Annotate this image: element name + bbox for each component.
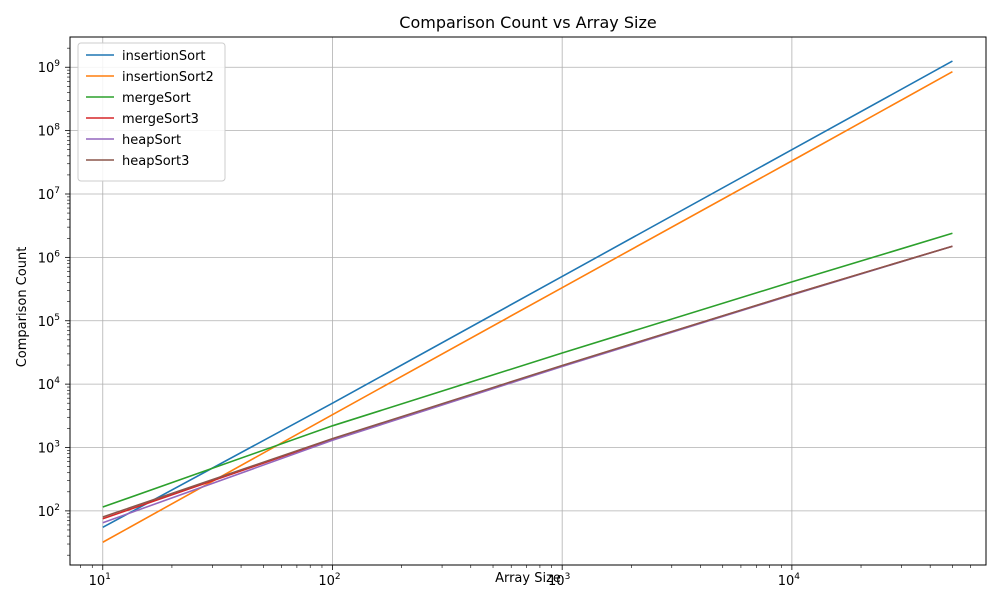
y-tick-label: 106 (38, 249, 61, 266)
y-tick-label: 104 (38, 376, 61, 393)
y-tick-label: 105 (38, 313, 60, 330)
plot-frame (69, 36, 987, 566)
legend-label-mergeSort: mergeSort (122, 91, 191, 106)
legend-label-mergeSort3: mergeSort3 (122, 112, 199, 127)
series-line-mergeSort (102, 232, 953, 508)
y-tick-label: 109 (38, 59, 61, 76)
legend-label-heapSort: heapSort (122, 133, 181, 148)
y-tick-label: 107 (38, 186, 60, 203)
x-tick-label: 102 (318, 572, 340, 589)
legend-label-insertionSort: insertionSort (122, 49, 206, 64)
legend-box (77, 42, 226, 182)
x-tick-label: 104 (778, 572, 801, 589)
y-axis-label: Comparison Count (15, 247, 30, 368)
series-lines (102, 60, 953, 543)
chart-title: Comparison Count vs Array Size (399, 13, 656, 32)
y-tick-label: 108 (38, 123, 61, 140)
x-tick-label: 103 (548, 572, 570, 589)
series-line-heapSort3 (102, 245, 953, 518)
legend: insertionSort insertionSort2 mergeSort merg… (77, 42, 226, 182)
y-tick-label: 102 (38, 503, 60, 520)
legend-label-heapSort3: heapSort3 (122, 154, 189, 169)
y-tick-label: 103 (38, 440, 60, 457)
series-line-insertionSort (102, 60, 953, 529)
legend-label-insertionSort2: insertionSort2 (122, 70, 214, 85)
series-line-insertionSort2 (102, 71, 953, 543)
x-axis-label: Array Size (495, 571, 561, 586)
series-line-mergeSort3 (102, 245, 953, 520)
x-tick-label: 101 (89, 572, 111, 589)
axis-ticks: 101 102 103 104 102 103 104 105 106 107 108 109 (38, 47, 971, 589)
